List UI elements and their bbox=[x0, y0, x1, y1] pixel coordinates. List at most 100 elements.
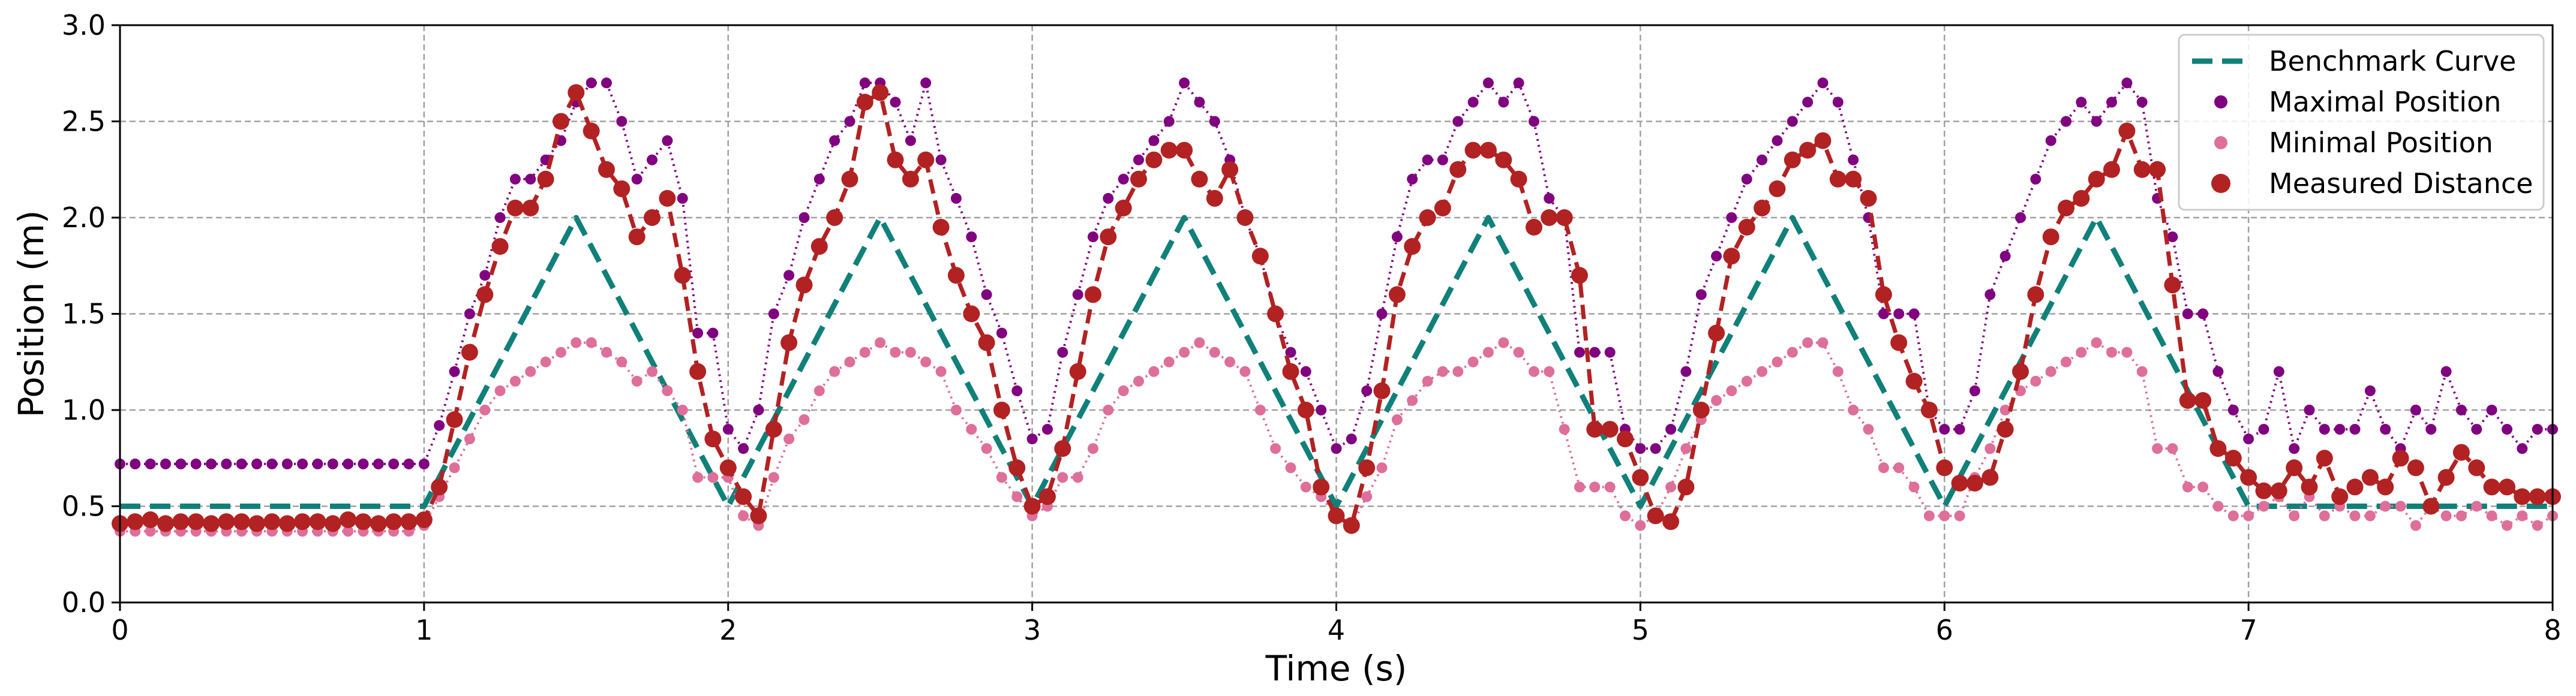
data-point bbox=[1556, 209, 1573, 226]
data-point bbox=[1863, 424, 1874, 435]
data-point bbox=[1905, 372, 1923, 390]
data-point bbox=[890, 347, 901, 358]
data-point bbox=[2486, 405, 2497, 415]
data-point bbox=[1787, 116, 1798, 127]
data-point bbox=[905, 347, 916, 358]
data-point bbox=[1665, 424, 1677, 435]
data-point bbox=[461, 344, 478, 361]
data-point bbox=[1996, 421, 2014, 438]
data-point bbox=[1586, 421, 1604, 438]
data-point bbox=[902, 170, 919, 188]
data-point bbox=[2319, 510, 2330, 522]
data-point bbox=[157, 515, 174, 532]
data-point bbox=[1954, 424, 1965, 435]
data-point bbox=[2061, 356, 2071, 367]
data-point bbox=[343, 458, 354, 469]
x-tick-label: 1 bbox=[415, 614, 433, 646]
data-point bbox=[281, 458, 293, 469]
data-point bbox=[783, 433, 795, 445]
data-point bbox=[1285, 347, 1296, 358]
data-point bbox=[385, 513, 403, 531]
data-point bbox=[810, 238, 828, 255]
data-point bbox=[917, 151, 935, 168]
data-point bbox=[707, 327, 719, 339]
data-point bbox=[644, 209, 660, 226]
data-point bbox=[1920, 402, 1938, 418]
data-point bbox=[1239, 366, 1251, 377]
data-point bbox=[1437, 366, 1448, 377]
data-point bbox=[1936, 459, 1953, 477]
data-point bbox=[1118, 385, 1129, 396]
data-point bbox=[1908, 481, 1920, 493]
data-point bbox=[2514, 488, 2531, 505]
series-maximal-position bbox=[115, 77, 2558, 469]
data-point bbox=[1464, 141, 1482, 159]
data-point bbox=[2471, 501, 2482, 512]
data-point bbox=[1695, 289, 1707, 300]
data-point bbox=[1130, 170, 1147, 188]
data-point bbox=[735, 488, 752, 505]
data-point bbox=[446, 411, 463, 428]
data-point bbox=[1495, 151, 1512, 168]
data-point bbox=[2243, 510, 2254, 522]
data-point bbox=[2304, 405, 2315, 415]
data-point bbox=[1467, 356, 1479, 367]
data-point bbox=[920, 356, 932, 367]
data-point bbox=[1923, 510, 1935, 522]
data-point bbox=[476, 286, 494, 303]
data-point bbox=[935, 366, 947, 377]
data-point bbox=[297, 458, 308, 469]
data-point bbox=[601, 347, 612, 358]
data-point bbox=[2502, 424, 2512, 435]
legend-label: Measured Distance bbox=[2269, 167, 2533, 200]
data-point bbox=[677, 405, 688, 415]
data-point bbox=[1361, 491, 1373, 502]
data-point bbox=[2316, 450, 2333, 467]
data-point bbox=[1513, 77, 1524, 89]
data-point bbox=[2045, 135, 2056, 146]
data-point bbox=[996, 327, 1007, 339]
data-point bbox=[2395, 501, 2406, 512]
data-point bbox=[1011, 491, 1023, 502]
data-point bbox=[1711, 395, 1722, 406]
data-point bbox=[266, 458, 278, 469]
data-point bbox=[1620, 510, 1631, 522]
data-point bbox=[1404, 238, 1421, 255]
data-point bbox=[628, 228, 645, 246]
data-point bbox=[1026, 433, 1038, 445]
data-point bbox=[2224, 450, 2242, 467]
data-point bbox=[844, 116, 855, 127]
data-point bbox=[1893, 462, 1905, 474]
data-point bbox=[1042, 424, 1053, 435]
data-point bbox=[525, 366, 536, 377]
data-point bbox=[218, 513, 235, 531]
data-point bbox=[1984, 443, 1996, 454]
data-point bbox=[2349, 510, 2361, 522]
data-point bbox=[1160, 141, 1178, 159]
data-point bbox=[1875, 286, 1892, 303]
data-point bbox=[571, 337, 582, 348]
data-point bbox=[829, 366, 840, 377]
data-point bbox=[491, 238, 509, 255]
data-point bbox=[2243, 433, 2254, 445]
data-point bbox=[1282, 363, 1299, 380]
data-point bbox=[2091, 116, 2102, 127]
data-point bbox=[1772, 356, 1783, 367]
data-point bbox=[795, 276, 813, 294]
data-point bbox=[1832, 366, 1844, 377]
data-point bbox=[479, 270, 491, 281]
data-point bbox=[2364, 385, 2376, 396]
data-point bbox=[719, 459, 737, 477]
data-point bbox=[403, 458, 415, 469]
data-point bbox=[1467, 97, 1479, 108]
data-point bbox=[2471, 424, 2482, 435]
data-point bbox=[722, 424, 734, 435]
data-point bbox=[1316, 405, 1327, 415]
data-point bbox=[1829, 170, 1847, 188]
data-point bbox=[2380, 501, 2391, 512]
x-tick-label: 8 bbox=[2544, 614, 2561, 646]
data-point bbox=[1072, 289, 1083, 300]
data-point bbox=[2502, 520, 2512, 531]
x-tick-label: 0 bbox=[111, 614, 128, 646]
y-tick-label: 0.5 bbox=[62, 490, 106, 523]
